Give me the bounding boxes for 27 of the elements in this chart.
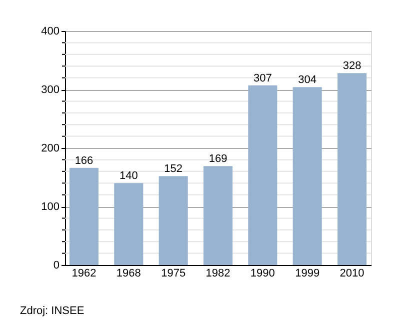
bar	[337, 73, 367, 265]
data-label: 169	[208, 153, 228, 166]
y-tick-label: 400	[41, 26, 60, 38]
data-label: 307	[253, 72, 272, 84]
data-label: 166	[74, 154, 94, 167]
data-label: 328	[342, 60, 362, 72]
x-tick-label: 1982	[206, 268, 230, 280]
x-tick-label: 1990	[250, 268, 275, 280]
bar	[69, 168, 99, 265]
x-tick-label: 1968	[116, 268, 141, 280]
bar	[248, 85, 278, 265]
text: Zdroj: INSEE	[20, 305, 84, 317]
x-tick-label: 2010	[340, 268, 364, 280]
y-tick-label: 200	[41, 142, 60, 154]
bar	[158, 176, 188, 265]
data-label: 140	[119, 170, 138, 182]
x-tick-label: 1999	[295, 268, 320, 280]
y-tick-label: 0	[53, 260, 60, 272]
bar	[203, 166, 233, 265]
y-tick-label: 300	[41, 84, 60, 96]
y-tick-label: 100	[41, 201, 60, 213]
x-tick-label: 1962	[72, 268, 96, 280]
bar	[292, 87, 322, 265]
x-tick-label: 1975	[161, 268, 186, 280]
data-label: 152	[164, 163, 183, 176]
data-label: 304	[298, 74, 317, 86]
bar	[114, 183, 144, 265]
